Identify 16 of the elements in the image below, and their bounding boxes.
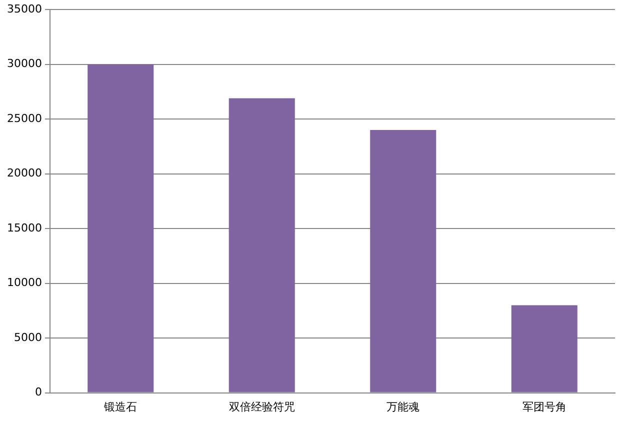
x-tick-label: 军团号角 [522, 400, 566, 414]
y-tick-label: 20000 [6, 166, 42, 180]
y-tick-label: 25000 [6, 112, 42, 125]
y-tick-label: 35000 [6, 2, 42, 16]
y-tick-label: 0 [34, 386, 42, 399]
x-tick-label: 万能魂 [386, 400, 420, 414]
y-tick-label: 15000 [6, 221, 42, 234]
y-tick-label: 10000 [6, 276, 42, 290]
bar [228, 98, 295, 392]
bar [88, 64, 154, 392]
bar [511, 305, 578, 392]
y-tick-label: 30000 [6, 57, 42, 70]
bar [370, 130, 436, 392]
y-tick-label: 5000 [14, 330, 42, 344]
x-tick-label: 锻造石 [103, 400, 138, 414]
x-tick-label: 双倍经验符咒 [228, 400, 295, 414]
